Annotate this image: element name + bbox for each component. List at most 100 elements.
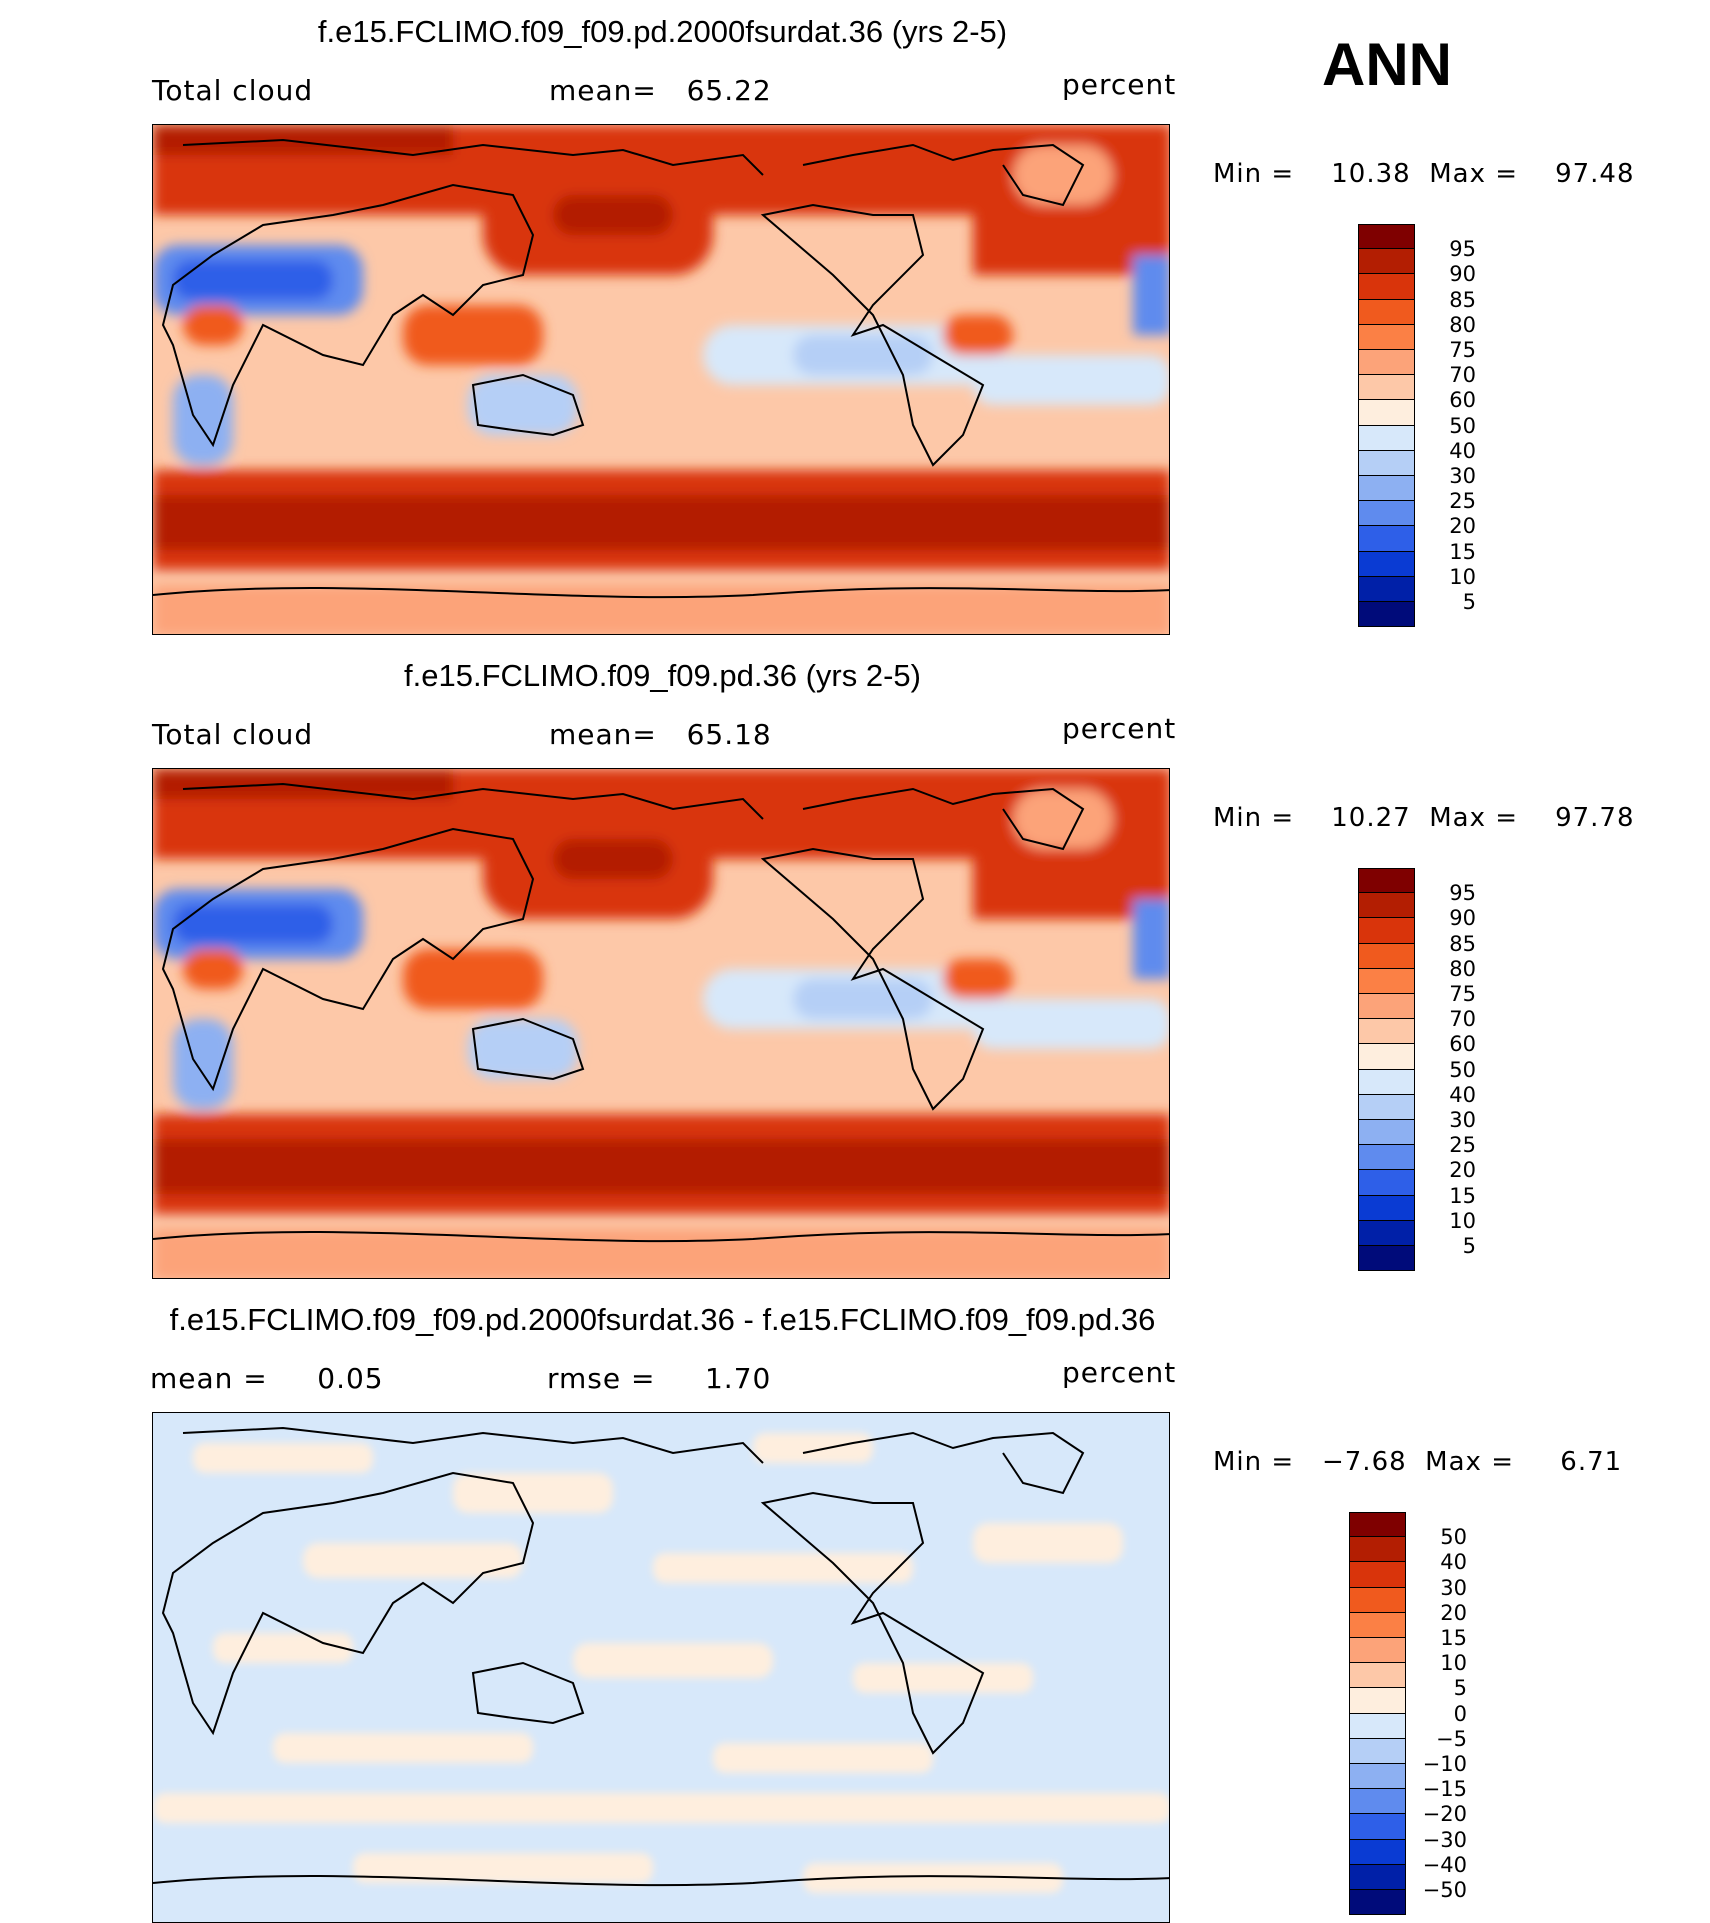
colorbar-tick-label: 75	[1449, 982, 1476, 1006]
colorbar-tick-label: 30	[1449, 464, 1476, 488]
colorbar-tick-label: 15	[1449, 1183, 1476, 1208]
panel-difference-units-label: percent	[1062, 1356, 1177, 1389]
colorbar-swatch	[1358, 299, 1415, 325]
colorbar-tick-label: 60	[1449, 1032, 1476, 1057]
colorbar-swatch	[1349, 1537, 1406, 1563]
colorbar-swatch	[1358, 1170, 1415, 1196]
panel-difference-minmax: Min = −7.68 Max = 6.71	[1213, 1447, 1623, 1477]
panel-control-units-label: percent	[1062, 712, 1177, 745]
colorbar-tick-label: 75	[1449, 338, 1476, 362]
colorbar-swatch	[1349, 1713, 1406, 1739]
colorbar-tick-label: 90	[1449, 262, 1476, 287]
panel-difference-title: f.e15.FCLIMO.f09_f09.pd.2000fsurdat.36 -…	[169, 1302, 1156, 1337]
colorbar-tick-label: 30	[1449, 1108, 1476, 1132]
colorbar-swatch	[1358, 501, 1415, 527]
panel-test-title: f.e15.FCLIMO.f09_f09.pd.2000fsurdat.36 (…	[317, 14, 1008, 49]
colorbar-swatch	[1358, 1120, 1415, 1146]
colorbar-swatch	[1358, 918, 1415, 944]
colorbar-tick-label: −20	[1422, 1802, 1467, 1827]
colorbar-swatch	[1358, 1044, 1415, 1070]
colorbar-swatch	[1358, 224, 1415, 250]
colorbar-tick-label: −10	[1422, 1752, 1467, 1776]
panel-control-map-svg	[153, 769, 1169, 1278]
colorbar-swatch	[1349, 1638, 1406, 1664]
colorbar-swatch	[1358, 1220, 1415, 1246]
colorbar-swatch	[1358, 1019, 1415, 1045]
colorbar-tick-label: −15	[1422, 1777, 1467, 1802]
colorbar-tick-label: 5	[1453, 1676, 1467, 1701]
colorbar-tick-label: 50	[1449, 413, 1476, 438]
colorbar-swatch	[1358, 893, 1415, 919]
colorbar-swatch	[1358, 1094, 1415, 1120]
panel-test-variable-label: Total cloud	[152, 74, 314, 107]
panel-test-mean-label: mean= 65.22	[549, 74, 772, 107]
panel-control-mean-label: mean= 65.18	[549, 718, 772, 751]
colorbar-swatch	[1349, 1562, 1406, 1588]
colorbar-tick-label: 10	[1440, 1651, 1467, 1676]
colorbar-tick-label: −30	[1422, 1827, 1467, 1852]
colorbar-frame	[1349, 1512, 1406, 1916]
colorbar-tick-label: 95	[1449, 237, 1476, 262]
panel-test-map	[152, 124, 1170, 635]
colorbar-tick-label: −40	[1422, 1852, 1467, 1877]
colorbar-swatch	[1358, 350, 1415, 376]
panel-control-variable-label: Total cloud	[152, 718, 314, 751]
colorbar-swatch	[1349, 1587, 1406, 1613]
colorbar-swatch	[1349, 1789, 1406, 1815]
colorbar-swatch	[1358, 943, 1415, 969]
colorbar-tick-label: 50	[1449, 1057, 1476, 1082]
colorbar-swatch	[1358, 576, 1415, 602]
colorbar-swatch	[1358, 1069, 1415, 1095]
colorbar-swatch	[1349, 1688, 1406, 1714]
colorbar-swatch	[1358, 551, 1415, 577]
colorbar-swatch	[1358, 375, 1415, 401]
colorbar-tick-label: −5	[1436, 1726, 1467, 1751]
colorbar-tick-label: 20	[1449, 1158, 1476, 1183]
panel-test-map-svg	[153, 125, 1169, 634]
panel-control-title: f.e15.FCLIMO.f09_f09.pd.36 (yrs 2-5)	[404, 658, 921, 693]
colorbar-tick-label: 10	[1449, 1208, 1476, 1233]
colorbar-tick-label: 80	[1449, 312, 1476, 337]
colorbar-swatch	[1358, 994, 1415, 1020]
colorbar-swatch	[1358, 425, 1415, 451]
colorbar-swatch	[1349, 1764, 1406, 1790]
colorbar-swatch	[1349, 1663, 1406, 1689]
colorbar-swatch	[1358, 450, 1415, 476]
colorbar-tick-label: 5	[1462, 590, 1476, 614]
colorbar-frame	[1358, 224, 1415, 628]
colorbar-tick-label: 5	[1462, 1234, 1476, 1258]
colorbar-swatch	[1349, 1839, 1406, 1865]
colorbar-tick-label: 70	[1449, 363, 1476, 388]
colorbar-tick-label: 0	[1453, 1701, 1467, 1726]
colorbar-tick-label: 10	[1449, 564, 1476, 589]
colorbar-swatch	[1349, 1512, 1406, 1538]
panel-difference-rmse-label: rmse = 1.70	[547, 1362, 772, 1395]
panel-control-map	[152, 768, 1170, 1279]
colorbar-swatch	[1349, 1890, 1406, 1916]
colorbar-frame	[1358, 868, 1415, 1272]
colorbar-swatch	[1349, 1612, 1406, 1638]
panel-test-minmax: Min = 10.38 Max = 97.48	[1213, 159, 1635, 189]
colorbar-tick-label: 15	[1440, 1626, 1467, 1650]
colorbar-swatch	[1358, 476, 1415, 502]
colorbar-swatch	[1358, 1246, 1415, 1272]
colorbar-swatch	[1358, 1145, 1415, 1171]
panel-difference-mean-label: mean = 0.05	[150, 1362, 384, 1395]
colorbar-swatch	[1358, 602, 1415, 628]
colorbar-tick-label: 15	[1449, 539, 1476, 564]
panel-difference-map	[152, 1412, 1170, 1923]
colorbar-swatch	[1358, 526, 1415, 552]
colorbar-tick-label: 20	[1449, 514, 1476, 539]
colorbar-tick-label: 85	[1449, 287, 1476, 312]
colorbar-tick-label: 50	[1440, 1525, 1467, 1550]
colorbar-tick-label: 40	[1440, 1550, 1467, 1575]
colorbar-swatch	[1358, 249, 1415, 275]
colorbar-swatch	[1358, 1195, 1415, 1221]
colorbar-tick-label: 25	[1449, 489, 1476, 514]
colorbar-tick-label: 60	[1449, 388, 1476, 413]
colorbar-swatch	[1349, 1864, 1406, 1890]
colorbar-swatch	[1358, 868, 1415, 894]
colorbar-tick-label: 30	[1440, 1575, 1467, 1600]
colorbar-tick-label: −50	[1422, 1878, 1467, 1902]
colorbar-swatch	[1358, 400, 1415, 426]
